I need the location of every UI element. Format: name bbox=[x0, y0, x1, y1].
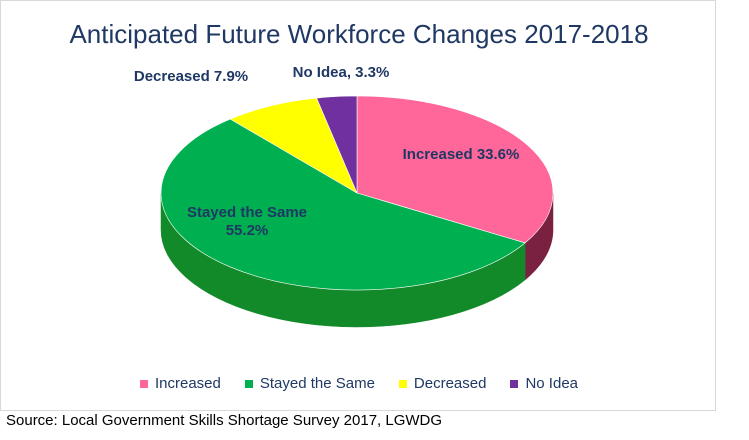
pie-chart: Increased 33.6% Stayed the Same 55.2% Decre… bbox=[134, 64, 554, 328]
legend-item-increased: Increased bbox=[139, 375, 221, 392]
legend-label: Decreased bbox=[413, 375, 487, 392]
pie-slice-no-idea bbox=[316, 95, 358, 194]
legend-item-stayed-the-same: Stayed the Same bbox=[244, 375, 375, 392]
legend-label: No Idea bbox=[525, 375, 579, 392]
legend-swatch bbox=[510, 379, 519, 388]
data-label-stayed-the-same: Stayed the Same 55.2% bbox=[187, 204, 307, 239]
source-note: Source: Local Government Skills Shortage… bbox=[6, 412, 443, 429]
legend-label: Stayed the Same bbox=[259, 375, 375, 392]
legend-swatch bbox=[398, 379, 407, 388]
data-label-decreased: Decreased 7.9% bbox=[134, 68, 248, 85]
legend-swatch bbox=[244, 379, 253, 388]
data-label-increased: Increased 33.6% bbox=[403, 146, 520, 163]
pie-slice-stayed-the-same bbox=[160, 118, 526, 291]
data-label-no-idea: No Idea, 3.3% bbox=[293, 64, 390, 81]
pie-slice-increased bbox=[356, 95, 554, 244]
legend-item-no-idea: No Idea bbox=[510, 375, 578, 392]
legend-label: Increased bbox=[154, 375, 221, 392]
chart-frame: Anticipated Future Workforce Changes 201… bbox=[0, 0, 716, 411]
legend-swatch bbox=[139, 379, 148, 388]
legend: Increased Stayed the Same Decreased No I… bbox=[1, 375, 717, 392]
legend-item-decreased: Decreased bbox=[398, 375, 487, 392]
pie-slice-decreased bbox=[229, 97, 358, 194]
chart-title: Anticipated Future Workforce Changes 201… bbox=[69, 19, 649, 49]
